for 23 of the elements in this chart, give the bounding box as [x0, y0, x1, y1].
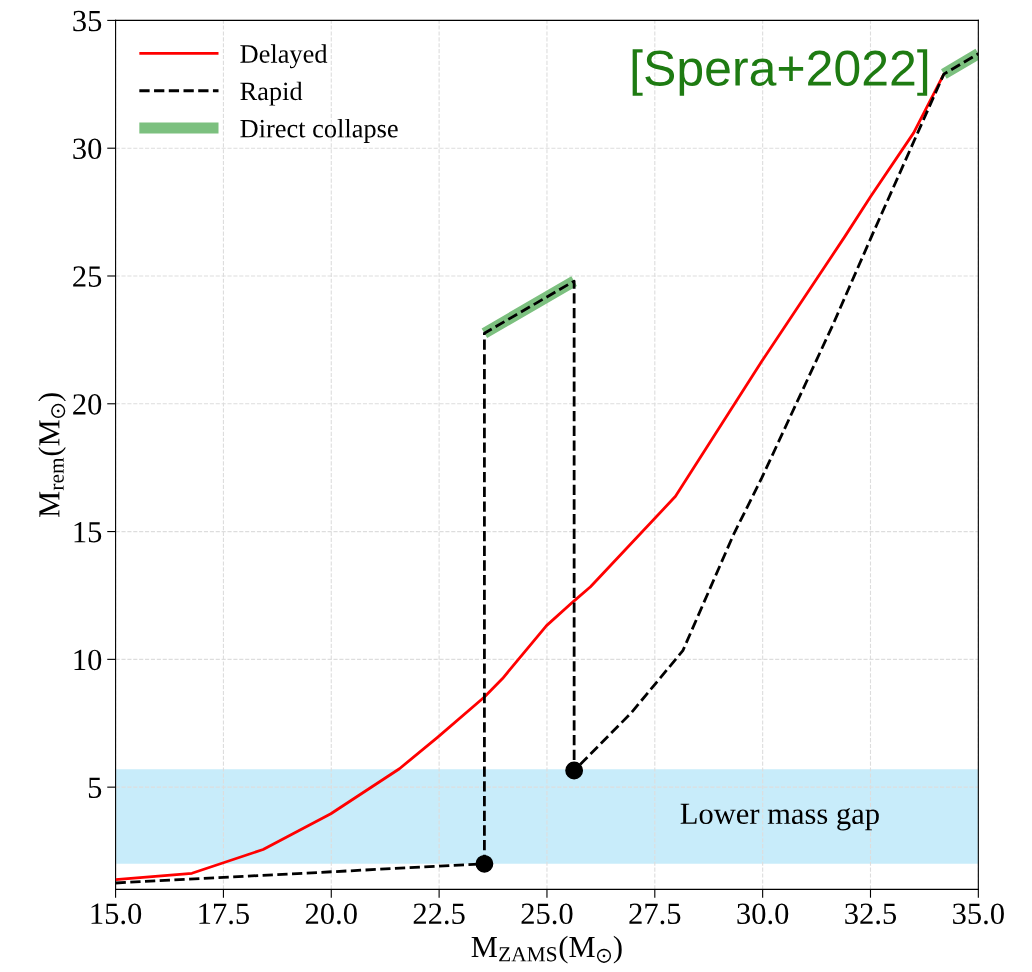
annotation: [Spera+2022]	[632, 49, 928, 96]
x-axis-title: M$_{ZAMS}$(M$_{⊙}$)	[471, 935, 622, 964]
x-tick-label: 22.5	[413, 903, 465, 925]
x-tick-label: 32.5	[845, 903, 897, 925]
y-tick-label: 10	[74, 649, 102, 671]
y-tick-label: 20	[73, 394, 102, 415]
y-tick-label: 15	[74, 522, 102, 543]
y-tick-label: 5	[88, 777, 102, 799]
x-tick-label: 30.0	[737, 903, 789, 925]
x-tick-label: 20.0	[305, 903, 357, 925]
y-tick-label: 35	[73, 10, 102, 32]
x-tick-label: 35.0	[953, 903, 1004, 925]
legend-label: Rapid	[240, 81, 303, 106]
x-tick-label: 25.0	[521, 903, 573, 925]
legend-label: Direct collapse	[240, 118, 398, 143]
y-tick-label: 30	[73, 138, 102, 160]
band-label: Lower mass gap	[680, 803, 879, 831]
x-tick-label: 27.5	[629, 903, 681, 925]
x-tick-label: 15.0	[91, 903, 142, 925]
y-tick-label: 25	[73, 266, 102, 287]
legend-label: Delayed	[240, 44, 328, 69]
x-tick-label: 17.5	[199, 903, 249, 925]
y-axis-title: M$_{rem}$(M$_{⊙}$)	[38, 393, 66, 518]
